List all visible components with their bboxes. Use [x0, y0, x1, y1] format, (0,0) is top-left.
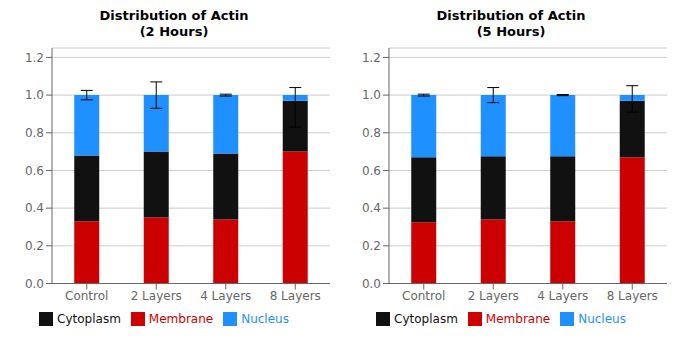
svg-text:0.2: 0.2: [362, 239, 381, 253]
html-text:Distribution of Actin (2 Hours: Distribution of Actin (2 Hours): [99, 8, 249, 39]
svg-text:4 Layers: 4 Layers: [200, 289, 251, 303]
html-text:Membrane: Membrane: [485, 311, 551, 326]
svg-text:8 Layers: 8 Layers: [270, 289, 321, 303]
svg-text:0.0: 0.0: [362, 277, 381, 291]
svg-text:Control: Control: [65, 289, 108, 303]
svg-text:2 Layers: 2 Layers: [468, 289, 519, 303]
html-text:Membrane: Membrane: [148, 311, 214, 326]
svg-text:2 Layers: 2 Layers: [131, 289, 182, 303]
svg-text:0.0: 0.0: [25, 277, 44, 291]
svg-text:0.4: 0.4: [362, 201, 381, 215]
svg-text:Control: Control: [402, 289, 445, 303]
svg-text:0.6: 0.6: [362, 164, 381, 178]
svg-text:0.8: 0.8: [362, 126, 381, 140]
html-text:Cytoplasm: Cytoplasm: [57, 311, 121, 326]
svg-text:1.2: 1.2: [362, 51, 381, 65]
svg-text:0.6: 0.6: [25, 164, 44, 178]
html-text:Nucleus: Nucleus: [241, 311, 289, 326]
svg-text:1.2: 1.2: [25, 51, 44, 65]
svg-text:1.0: 1.0: [362, 88, 381, 102]
svg-text:8 Layers: 8 Layers: [607, 289, 658, 303]
svg-text:0.2: 0.2: [25, 239, 44, 253]
html-text:Distribution of Actin (5 Hours: Distribution of Actin (5 Hours): [436, 8, 586, 39]
svg-text:0.4: 0.4: [25, 201, 44, 215]
html-text:Nucleus: Nucleus: [578, 311, 626, 326]
svg-text:1.0: 1.0: [25, 88, 44, 102]
svg-text:4 Layers: 4 Layers: [537, 289, 588, 303]
html-text:Cytoplasm: Cytoplasm: [394, 311, 458, 326]
svg-text:0.8: 0.8: [25, 126, 44, 140]
